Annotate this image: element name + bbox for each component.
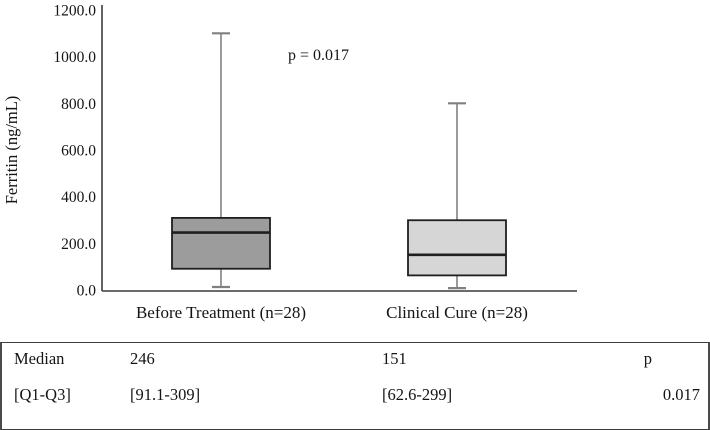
table-cell-iqr-label: [Q1-Q3]: [14, 385, 71, 404]
stats-table: Median 246 151 p [Q1-Q3] [91.1-309] [62.…: [0, 342, 710, 430]
box-iqr: [407, 219, 507, 277]
boxplot-chart: 0.0 200.0 400.0 600.0 800.0 1000.0 1200.0 Ferri…: [2, 3, 577, 322]
y-tick-label: 1200.0: [53, 3, 96, 20]
category-label: Before Treatment (n=28): [136, 303, 306, 322]
table-cell-iqr-cure: [62.6-299]: [382, 385, 453, 404]
y-tick-label: 1000.0: [53, 49, 96, 66]
y-axis-title: Ferritin (ng/mL): [2, 96, 21, 205]
y-tick-label: 800.0: [61, 96, 96, 113]
table-cell-iqr-before: [91.1-309]: [130, 385, 201, 404]
table-cell-p-value: 0.017: [662, 385, 700, 404]
y-tick-label: 200.0: [61, 236, 96, 253]
y-tick-label: 0.0: [77, 283, 97, 300]
p-value-annotation: p = 0.017: [288, 47, 349, 64]
category-label: Clinical Cure (n=28): [386, 303, 528, 322]
y-tick-label: 400.0: [61, 189, 96, 206]
y-tick-label: 600.0: [61, 143, 96, 160]
table-cell-median-label: Median: [14, 349, 65, 368]
box-iqr: [171, 216, 271, 270]
table-cell-median-cure: 151: [382, 349, 407, 368]
table-cell-median-before: 246: [130, 349, 155, 368]
table-cell-p-header: p: [643, 349, 652, 368]
